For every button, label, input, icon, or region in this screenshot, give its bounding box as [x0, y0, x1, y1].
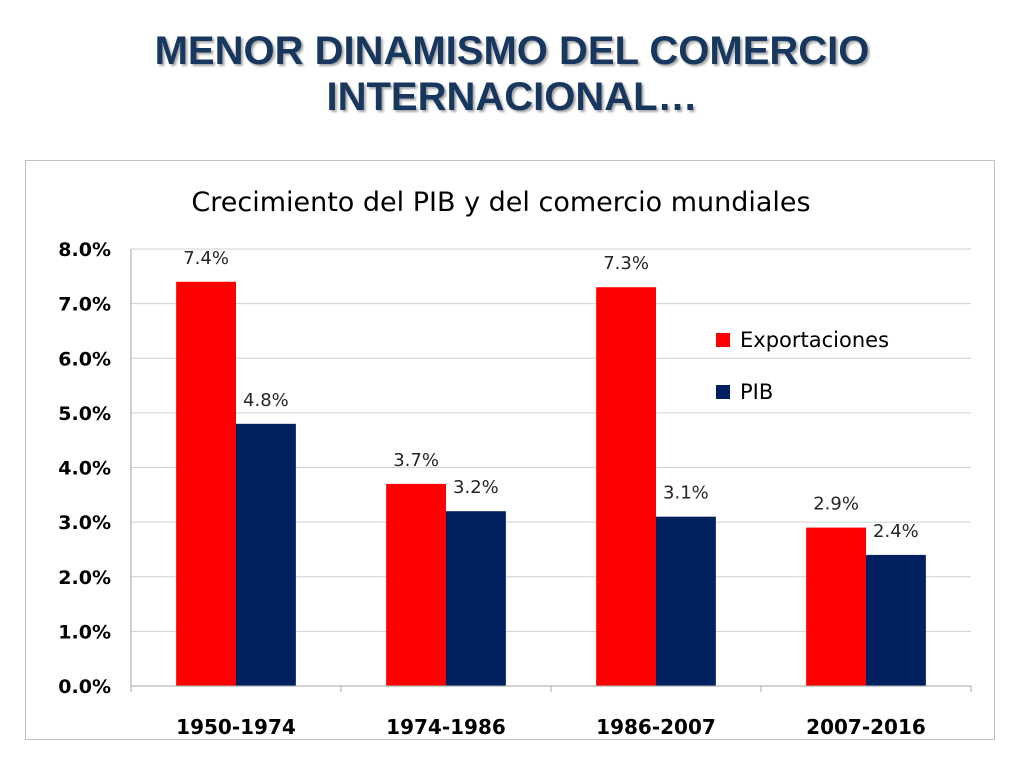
- chart-frame: Crecimiento del PIB y del comercio mundi…: [25, 160, 995, 740]
- x-tick-label: 1950-1974: [176, 715, 296, 739]
- data-label: 3.1%: [663, 483, 709, 504]
- slide-title: MENOR DINAMISMO DEL COMERCIO INTERNACION…: [0, 28, 1024, 120]
- data-label: 3.7%: [393, 450, 439, 471]
- legend-swatch: [716, 333, 730, 347]
- y-tick-label: 3.0%: [58, 512, 111, 534]
- data-labels: 7.4% 4.8% 3.7% 3.2% 7.3% 3.1% 2.9% 2.4%: [183, 248, 919, 542]
- bar-exportaciones: [596, 287, 656, 686]
- x-tick-label: 1974-1986: [386, 715, 506, 739]
- data-label: 7.3%: [603, 253, 649, 274]
- x-tick-label: 1986-2007: [596, 715, 716, 739]
- data-label: 7.4%: [183, 248, 229, 269]
- data-label: 4.8%: [243, 390, 289, 411]
- legend-label: PIB: [740, 380, 773, 404]
- y-tick-label: 1.0%: [58, 621, 111, 643]
- bar-pib: [866, 554, 926, 686]
- bar-pib: [656, 516, 716, 686]
- data-label: 2.4%: [873, 521, 919, 542]
- y-tick-label: 8.0%: [58, 239, 111, 261]
- y-tick-label: 7.0%: [58, 294, 111, 316]
- y-tick-label: 2.0%: [58, 567, 111, 589]
- y-tick-label: 5.0%: [58, 403, 111, 425]
- bar-exportaciones: [806, 527, 866, 686]
- axes: 0.0% 1.0% 2.0% 3.0% 4.0% 5.0% 6.0% 7.0% 8.0% 1950…: [58, 239, 972, 739]
- legend: Exportaciones PIB: [716, 328, 889, 404]
- y-tick-label: 0.0%: [58, 676, 111, 698]
- bars: [176, 281, 926, 686]
- data-label: 3.2%: [453, 477, 499, 498]
- bar-exportaciones: [176, 281, 236, 686]
- chart-title: Crecimiento del PIB y del comercio mundi…: [191, 187, 810, 218]
- bar-pib: [446, 511, 506, 686]
- slide-title-line-2: INTERNACIONAL…: [326, 75, 698, 119]
- y-tick-label: 4.0%: [58, 458, 111, 480]
- data-label: 2.9%: [813, 494, 859, 515]
- x-tick-label: 2007-2016: [806, 715, 926, 739]
- legend-swatch: [716, 385, 730, 399]
- bar-pib: [236, 423, 296, 686]
- bar-chart: Crecimiento del PIB y del comercio mundi…: [58, 187, 972, 739]
- slide-title-line-1: MENOR DINAMISMO DEL COMERCIO: [154, 29, 870, 73]
- bar-exportaciones: [386, 483, 446, 686]
- y-tick-label: 6.0%: [58, 348, 111, 370]
- legend-label: Exportaciones: [740, 328, 889, 352]
